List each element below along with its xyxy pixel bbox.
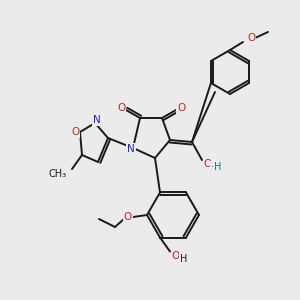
Text: O: O — [177, 103, 185, 113]
Text: H: H — [180, 254, 188, 263]
Text: O: O — [247, 33, 255, 43]
Text: O: O — [172, 250, 180, 260]
Text: N: N — [93, 115, 101, 125]
Text: O: O — [124, 212, 132, 222]
Text: CH₃: CH₃ — [49, 169, 67, 179]
Text: O: O — [71, 127, 79, 137]
Text: O: O — [117, 103, 125, 113]
Text: O: O — [204, 159, 212, 169]
Text: N: N — [127, 144, 135, 154]
Text: ·H: ·H — [211, 162, 221, 172]
